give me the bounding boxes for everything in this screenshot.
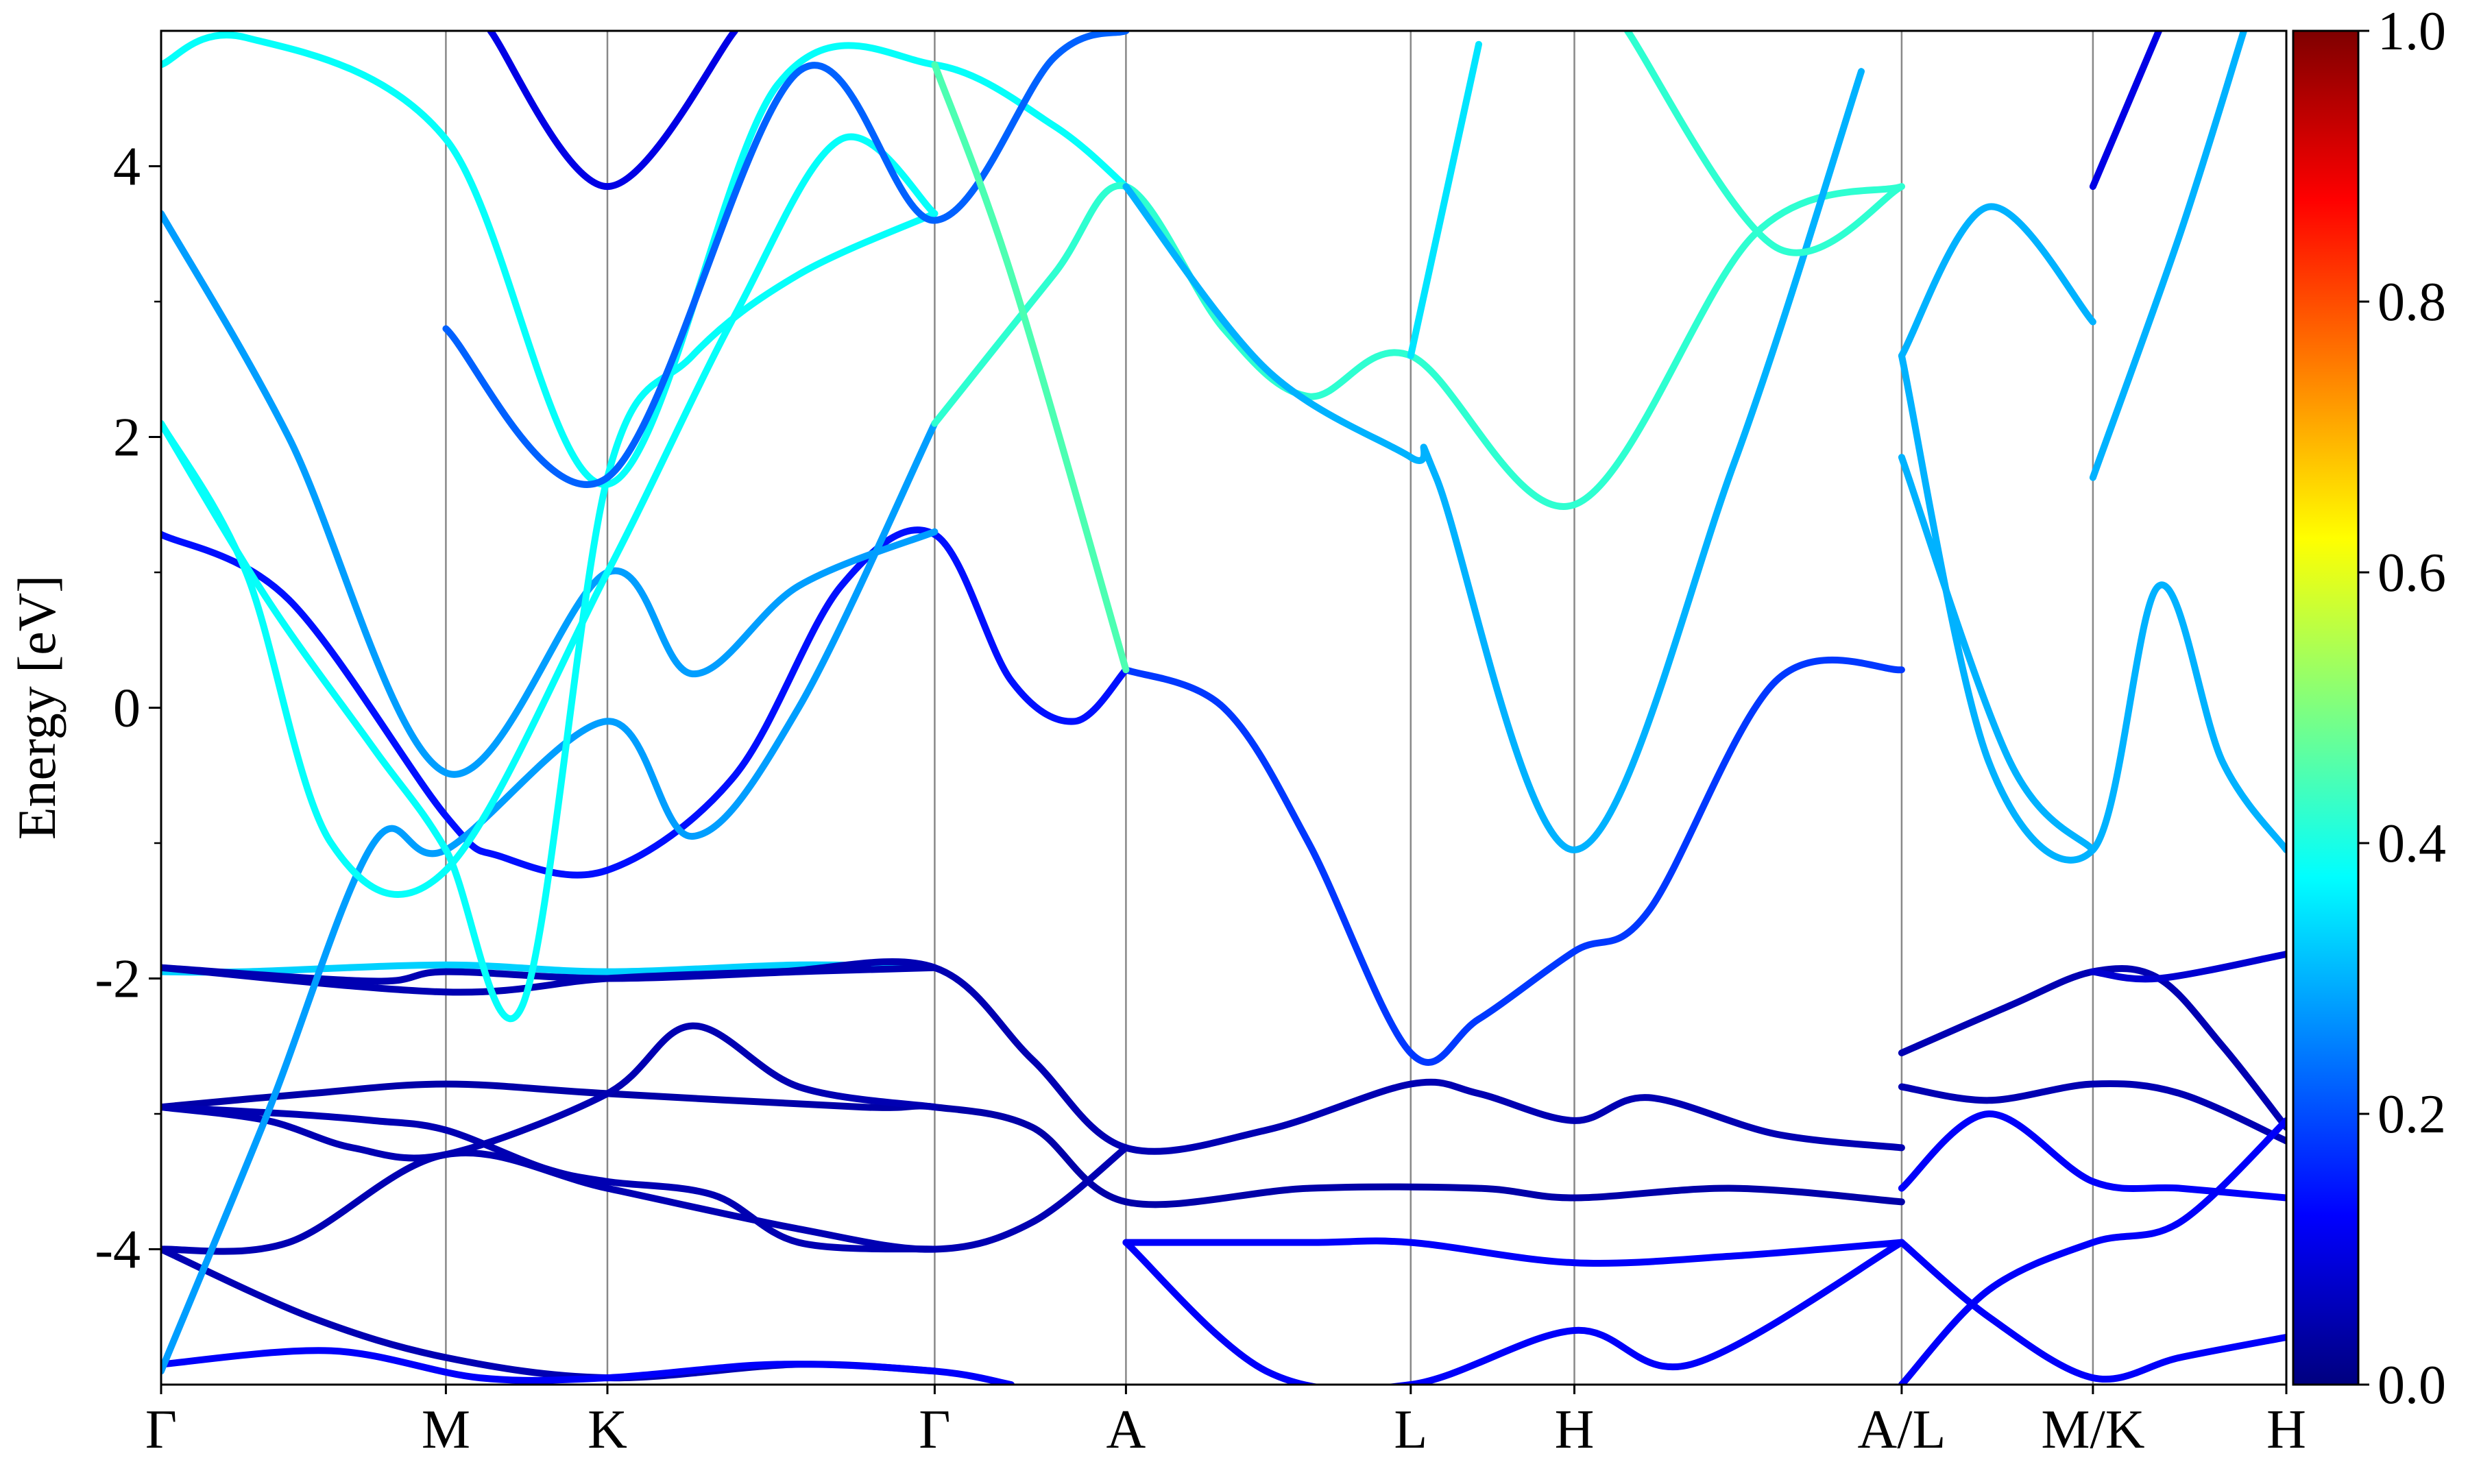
- colorbar-tick-label: 0.2: [2378, 1084, 2446, 1145]
- band-line-7: [161, 1144, 1130, 1255]
- colorbar: 0.0 0.2 0.4 0.6 0.8 1.0: [2292, 1, 2446, 1415]
- x-tick-label: L: [1394, 1400, 1427, 1460]
- band-line-13: [161, 526, 1130, 879]
- band-line-33: [1898, 1110, 2286, 1202]
- band-line-14: [161, 210, 939, 778]
- band-line-28: [1898, 203, 2096, 359]
- x-tick-label: A: [1106, 1400, 1146, 1460]
- band-line-31: [1898, 965, 2286, 1131]
- x-tick-label: K: [588, 1400, 627, 1460]
- band-line-6: [161, 1104, 939, 1253]
- band-line-29: [2089, 31, 2247, 481]
- colorbar-gradient: [2292, 29, 2360, 1386]
- x-tick-label: Γ: [919, 1400, 950, 1460]
- y-tick-label: 2: [113, 408, 141, 468]
- y-tick-label: -4: [95, 1220, 141, 1280]
- x-tick-label: A/L: [1857, 1400, 1946, 1460]
- band-line-15: [161, 419, 939, 1375]
- y-tick-label: 4: [113, 137, 141, 197]
- band-line-30: [2089, 31, 2162, 191]
- band-line-9: [161, 1347, 1015, 1385]
- band-line-8: [161, 1245, 939, 1382]
- band-line-23: [1122, 68, 1865, 853]
- x-tick-label: Γ: [145, 1400, 177, 1460]
- x-axis: Γ M K Γ A L H A/L M/K H: [145, 1385, 2306, 1460]
- band-line-34: [1898, 1239, 2286, 1383]
- band-line-4: [161, 1080, 1905, 1208]
- band-line-26: [1898, 352, 2286, 864]
- band-line-17: [161, 133, 939, 898]
- band-line-32: [1898, 1080, 2286, 1145]
- band-line-19: [931, 182, 1905, 510]
- colorbar-tick-label: 0.8: [2378, 272, 2446, 332]
- x-tick-label: M: [422, 1400, 470, 1460]
- band-line-11: [1122, 1239, 1905, 1385]
- band-line-20: [442, 31, 1130, 488]
- band-line-22: [931, 61, 1130, 674]
- colorbar-tick-label: 1.0: [2378, 1, 2446, 62]
- band-lines: [161, 31, 2286, 1385]
- band-line-36: [2089, 951, 2286, 983]
- band-line-25: [1624, 31, 1905, 256]
- band-line-3: [161, 964, 939, 985]
- band-line-35: [1898, 1117, 2286, 1385]
- high-symmetry-gridlines: [445, 31, 2094, 1385]
- band-line-21: [487, 31, 738, 191]
- y-tick-label: -2: [95, 949, 141, 1010]
- y-axis: -4 -2 0 2 4: [95, 137, 161, 1280]
- x-tick-label: H: [1555, 1400, 1595, 1460]
- band-line-10: [1122, 1237, 1905, 1267]
- band-line-12: [1122, 656, 1905, 1066]
- x-tick-label: H: [2266, 1400, 2306, 1460]
- band-line-27: [1898, 454, 2096, 853]
- y-tick-label: 0: [113, 679, 141, 739]
- y-axis-label: Energy [eV]: [7, 575, 66, 840]
- x-tick-label: M/K: [2041, 1400, 2144, 1460]
- band-line-18: [161, 32, 1130, 488]
- band-line-24: [1407, 40, 1482, 359]
- colorbar-tick-label: 0.4: [2378, 814, 2446, 874]
- band-line-5: [161, 1022, 939, 1162]
- colorbar-tick-label: 0.6: [2378, 543, 2446, 603]
- colorbar-tick-label: 0.0: [2378, 1355, 2446, 1415]
